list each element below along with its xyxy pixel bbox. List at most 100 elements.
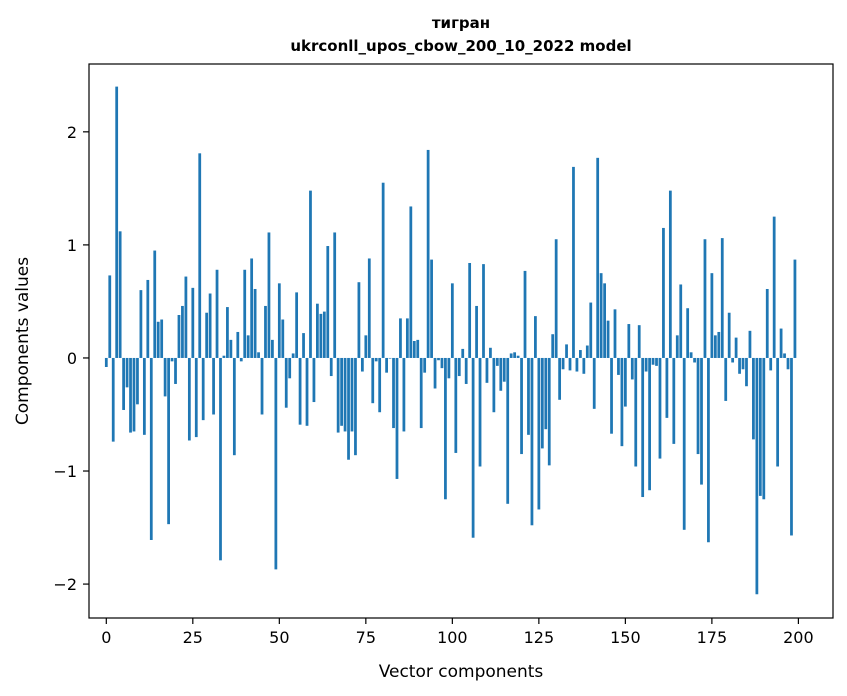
bar [534, 316, 537, 358]
y-tick-label: 2 [67, 123, 77, 142]
bar [174, 357, 177, 384]
bar [146, 279, 150, 358]
bar [226, 307, 229, 358]
bar [291, 353, 295, 358]
bar [568, 357, 572, 371]
bar [385, 357, 388, 373]
x-tick-label: 100 [437, 628, 468, 647]
bar [495, 357, 499, 366]
bar [713, 335, 717, 358]
bar [786, 357, 790, 370]
bar [762, 357, 766, 500]
bar [658, 357, 662, 459]
bar [333, 232, 337, 358]
y-tick-label: 0 [67, 349, 77, 368]
bar [309, 190, 312, 358]
bar [392, 357, 395, 429]
bar [184, 276, 188, 358]
bar [381, 182, 385, 358]
bar [544, 357, 548, 430]
bar [426, 149, 430, 358]
bar [644, 357, 648, 372]
bar [662, 227, 665, 358]
bar [236, 331, 240, 358]
bar [419, 357, 423, 429]
bar [267, 232, 271, 358]
bar [447, 357, 451, 379]
bar [634, 357, 638, 467]
bar [457, 357, 461, 377]
bar [696, 357, 700, 455]
bar [201, 357, 205, 421]
bar [572, 166, 575, 358]
bar [585, 345, 589, 358]
bar [343, 357, 347, 432]
bar [409, 206, 413, 358]
bar [319, 313, 323, 358]
bar [724, 357, 728, 401]
y-tick-label: −2 [53, 575, 77, 594]
bar [613, 309, 617, 358]
bar [693, 357, 696, 363]
bar [412, 341, 416, 358]
bar [530, 357, 534, 526]
bar [623, 357, 627, 407]
bar [191, 287, 195, 358]
x-axis-ticks: 0 25 50 75 100 125 150 175 200 [101, 618, 814, 647]
bar [350, 357, 354, 432]
bar [416, 339, 420, 358]
bar [246, 335, 250, 358]
bar [575, 357, 579, 372]
bar [167, 357, 170, 525]
bar [281, 319, 285, 358]
bar [340, 357, 343, 426]
bar [516, 355, 520, 358]
bar [793, 259, 797, 358]
bar [322, 311, 326, 358]
bar [471, 357, 475, 538]
bar [388, 357, 392, 359]
bar [243, 269, 247, 358]
bar [129, 357, 132, 433]
y-axis-label: Components values [13, 257, 33, 425]
bar [104, 357, 108, 367]
bar [395, 357, 399, 479]
bar [668, 190, 672, 358]
bar [271, 339, 274, 358]
bar [637, 325, 641, 358]
bar [222, 355, 226, 358]
bar [527, 357, 530, 435]
bar [475, 305, 478, 358]
bar [700, 357, 703, 485]
bar [440, 357, 444, 369]
bar [506, 357, 510, 504]
bar [502, 357, 506, 382]
bar [686, 308, 690, 358]
bar [187, 357, 191, 441]
bar [250, 258, 254, 358]
bar [745, 357, 748, 387]
bar [149, 357, 153, 540]
x-tick-label: 125 [524, 628, 555, 647]
bar [523, 270, 527, 358]
bar [239, 357, 243, 362]
bar [679, 284, 683, 358]
bar [156, 321, 160, 358]
bar [540, 357, 544, 449]
bar [499, 357, 503, 391]
bar [478, 357, 482, 467]
bar [776, 357, 780, 467]
bar [257, 352, 260, 358]
bar [565, 344, 568, 358]
bar [752, 357, 755, 440]
bar [589, 302, 593, 358]
bar [378, 357, 382, 413]
bar [579, 350, 582, 358]
bar [316, 303, 319, 358]
bar [229, 339, 233, 358]
bar [492, 357, 496, 413]
bar [741, 357, 745, 370]
bar [219, 357, 222, 561]
bar [610, 357, 613, 434]
bar [461, 348, 465, 358]
